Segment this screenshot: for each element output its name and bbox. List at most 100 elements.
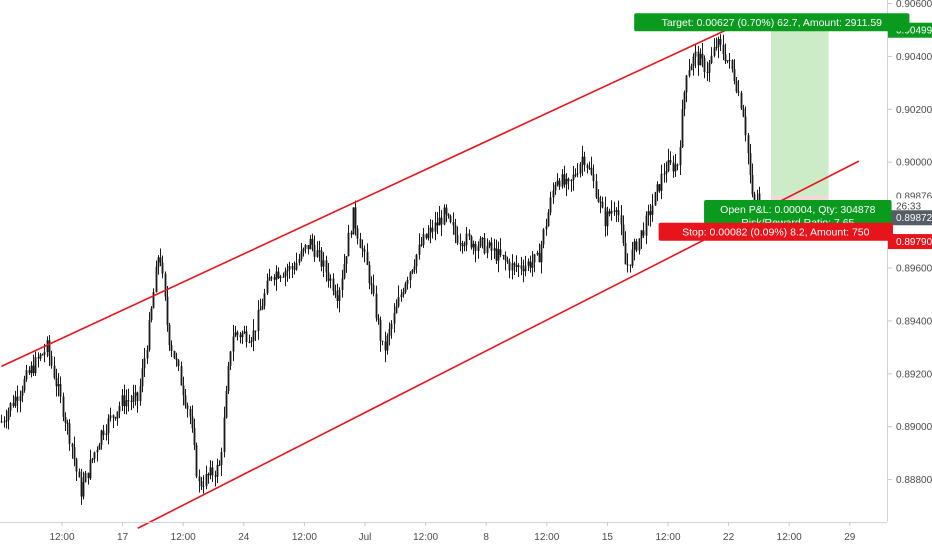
position-labels[interactable]: Target: 0.00627 (0.70%) 62.7, Amount: 29…	[634, 13, 910, 241]
candle-body	[279, 276, 282, 279]
candle-body	[740, 92, 743, 109]
candle-body	[474, 243, 477, 251]
candle-body	[613, 210, 616, 212]
candle-body	[536, 252, 539, 255]
candle-body	[282, 276, 285, 278]
trend-channel[interactable]	[1, 28, 860, 529]
price-marker-label: 0.89790	[896, 237, 932, 248]
candle-body	[749, 153, 752, 176]
candle-body	[654, 192, 657, 206]
candle-body	[105, 433, 108, 436]
candle-body	[438, 217, 441, 226]
candle-body	[588, 167, 591, 169]
candle-body	[316, 250, 319, 257]
candle-body	[517, 265, 520, 268]
candle-body	[134, 392, 137, 396]
candle-body	[37, 357, 40, 359]
candle-body	[665, 171, 668, 174]
candle-body	[261, 305, 264, 310]
candle-body	[461, 243, 464, 247]
price-tick-label: 0.89600	[896, 264, 932, 275]
candle-body	[676, 164, 679, 166]
candle-body	[649, 211, 652, 215]
candle-body	[32, 365, 35, 374]
candle-body	[157, 257, 160, 267]
candle-body	[440, 217, 443, 225]
time-axis[interactable]: 12:00 17 12:00 24 12:00 Jul 12:00 8 12:00 15 12:00…	[0, 522, 887, 543]
candle-body	[572, 174, 575, 180]
candle-body	[669, 160, 672, 163]
candle-body	[320, 250, 323, 267]
position-zones	[771, 30, 829, 218]
candle-body	[286, 269, 289, 272]
candle-body	[640, 230, 643, 239]
candle-body	[73, 446, 76, 460]
candle-body	[581, 156, 584, 165]
time-tick-label: 12:00	[413, 532, 438, 543]
target-label-box[interactable]	[634, 13, 910, 32]
candle-body	[150, 308, 153, 321]
candle-body	[379, 320, 382, 341]
candle-body	[393, 313, 396, 324]
price-tick-label: 0.90600	[896, 0, 932, 10]
candle-body	[651, 205, 654, 215]
candle-body	[402, 292, 405, 295]
candle-body	[420, 244, 423, 246]
candle-body	[688, 70, 691, 76]
candle-body	[685, 75, 688, 93]
candle-body	[592, 174, 595, 182]
candle-body	[21, 390, 24, 396]
candle-body	[615, 210, 618, 212]
candle-body	[366, 251, 369, 265]
candle-body	[41, 354, 44, 356]
candle-body	[604, 207, 607, 227]
candle-body	[413, 266, 416, 270]
open-pl-label-text: Open P&L: 0.00004, Qty: 304878	[720, 204, 875, 216]
candle-body	[522, 268, 525, 272]
candle-body	[477, 246, 480, 251]
candle-body	[332, 278, 335, 291]
stop-label-box[interactable]	[658, 222, 893, 241]
candle-body	[681, 109, 684, 148]
price-axis[interactable]: 0.906000.904000.902000.900000.898000.896…	[887, 0, 932, 522]
candle-body	[381, 340, 384, 342]
candle-body	[356, 228, 359, 239]
candle-body	[468, 233, 471, 237]
channel-upper-line[interactable]	[1, 28, 729, 368]
candle-body	[259, 309, 262, 311]
candle-body	[751, 175, 754, 195]
candle-body	[304, 244, 307, 249]
candle-body	[254, 330, 257, 332]
candle-body	[488, 242, 491, 247]
candle-body	[486, 246, 489, 254]
candle-body	[719, 39, 722, 45]
price-tick-label: 0.88800	[896, 475, 932, 486]
candle-body	[586, 165, 589, 168]
candle-body	[309, 238, 312, 250]
time-tick-label: 29	[844, 532, 856, 543]
candle-body	[447, 214, 450, 217]
price-marker-label: 0.90499	[896, 26, 932, 37]
candle-body	[626, 264, 629, 266]
candle-body	[177, 360, 180, 367]
time-tick-label: 15	[602, 532, 614, 543]
candle-body	[250, 340, 253, 343]
candle-body	[558, 180, 561, 187]
candle-body	[143, 358, 146, 369]
candle-body	[406, 280, 409, 284]
candle-body	[116, 411, 119, 419]
stop-label-text: Stop: 0.00082 (0.09%) 8.2, Amount: 750	[682, 227, 870, 239]
candle-body	[102, 430, 105, 436]
candle-body	[141, 368, 144, 387]
candle-body	[429, 227, 432, 233]
candle-body	[232, 336, 235, 352]
candle-body	[87, 472, 90, 479]
candle-body	[200, 481, 203, 487]
candle-body	[186, 405, 189, 409]
time-tick-label: 12:00	[534, 532, 559, 543]
price-marker-box	[888, 198, 932, 214]
candle-body	[599, 201, 602, 203]
candle-body	[252, 330, 255, 341]
candle-body	[91, 458, 94, 460]
